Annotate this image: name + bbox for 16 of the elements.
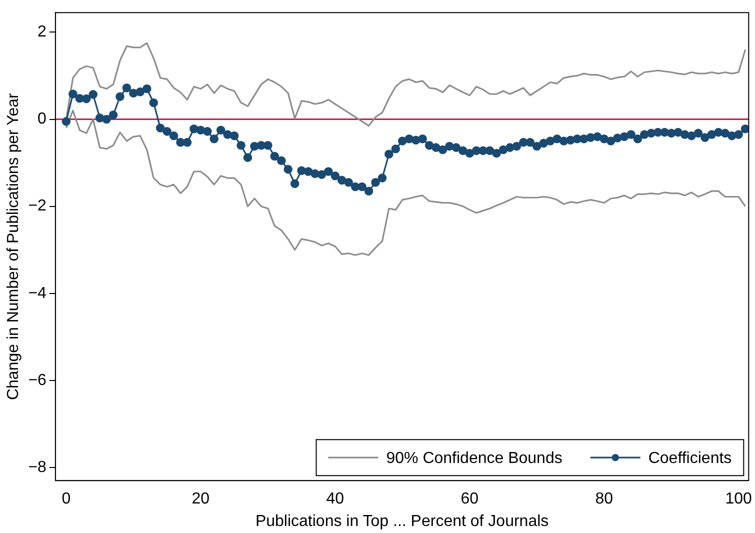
legend-label: Coefficients: [648, 450, 732, 468]
y-axis-title: Change in Number of Publications per Year: [5, 92, 22, 400]
x-tick-label: 80: [595, 490, 614, 508]
x-tick-label: 40: [326, 490, 344, 508]
y-tick-label: −4: [28, 284, 47, 302]
x-tick-label: 100: [725, 490, 752, 508]
x-tick-label: 0: [62, 490, 71, 508]
y-tick-label: 2: [38, 24, 47, 41]
x-tick-label: 60: [460, 490, 479, 508]
y-tick-label: −2: [28, 198, 47, 215]
x-tick-label: 20: [192, 490, 210, 508]
y-tick-label: −6: [28, 372, 47, 389]
x-axis-title: Publications in Top ... Percent of Journals: [255, 512, 549, 530]
y-tick-label: −8: [28, 458, 47, 476]
legend-label: 90% Confidence Bounds: [386, 450, 562, 468]
y-tick-label: 0: [38, 110, 47, 128]
